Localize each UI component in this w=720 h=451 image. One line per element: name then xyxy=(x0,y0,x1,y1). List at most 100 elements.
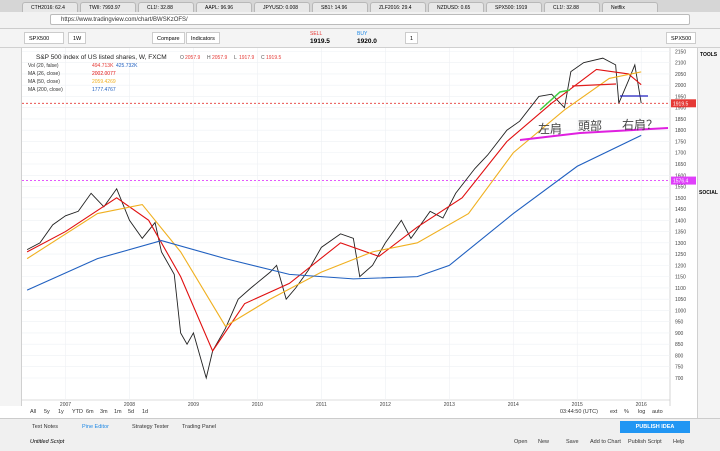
bottom-panel xyxy=(0,418,720,451)
y-tick-label: 1850 xyxy=(675,117,686,123)
ohlc-key: L xyxy=(234,55,237,61)
quantity[interactable]: 1 xyxy=(405,32,419,44)
symbol[interactable]: SPX500 xyxy=(24,32,64,44)
y-tick-label: 1600 xyxy=(675,173,686,179)
range-button[interactable]: All xyxy=(30,409,37,415)
ohlc-value: 1917.9 xyxy=(239,55,255,61)
script-action[interactable]: Help xyxy=(673,439,685,445)
y-tick-label: 1950 xyxy=(675,94,686,100)
ohlc-key: H xyxy=(207,55,211,61)
legend-value: 2059.4269 xyxy=(92,79,116,85)
buy-label[interactable]: BUY xyxy=(357,31,368,37)
y-tick-label: 900 xyxy=(675,331,684,337)
panel-tab[interactable]: Trading Panel xyxy=(182,424,217,430)
range-button[interactable]: 5y xyxy=(44,409,50,415)
browser-tab[interactable]: ZLF2016: 29.4 xyxy=(370,2,426,12)
x-tick-label: 2011 xyxy=(316,402,327,408)
range-button[interactable]: 1y xyxy=(58,409,64,415)
indicators[interactable]: Indicators xyxy=(186,32,220,44)
range-button[interactable]: 1d xyxy=(142,409,149,415)
axis-option[interactable]: auto xyxy=(652,409,663,415)
clock: 03:44:50 (UTC) xyxy=(560,409,598,415)
y-tick-label: 1800 xyxy=(675,128,686,134)
script-action[interactable]: Publish Script xyxy=(628,439,662,445)
y-tick-label: 1350 xyxy=(675,230,686,236)
axis-option[interactable]: log xyxy=(638,409,646,415)
x-tick-label: 2013 xyxy=(444,402,455,408)
y-tick-label: 1150 xyxy=(675,275,686,281)
script-action[interactable]: New xyxy=(538,439,550,445)
axis-option[interactable]: % xyxy=(624,409,629,415)
y-tick-label: 1550 xyxy=(675,185,686,191)
y-tick-label: 1700 xyxy=(675,151,686,157)
range-button[interactable]: 3m xyxy=(100,409,108,415)
x-tick-label: 2009 xyxy=(188,402,199,408)
script-action[interactable]: Open xyxy=(514,439,528,445)
range-button[interactable]: 1m xyxy=(114,409,122,415)
sell-price[interactable]: 1919.5 xyxy=(310,38,330,45)
y-tick-label: 1200 xyxy=(675,263,686,269)
axis-option[interactable]: ext xyxy=(610,409,618,415)
script-action[interactable]: Add to Chart xyxy=(590,439,621,445)
legend-value: 425.732K xyxy=(116,63,138,69)
script-action[interactable]: Save xyxy=(566,439,579,445)
x-tick-label: 2014 xyxy=(508,402,519,408)
right-sidebar xyxy=(697,48,720,420)
browser-tab[interactable]: Netflix xyxy=(602,2,658,12)
price-line-series xyxy=(26,57,642,380)
browser-tab[interactable]: CTH2016: 62.4 xyxy=(22,2,78,12)
url[interactable]: https://www.tradingview.com/chart/BWSKzO… xyxy=(50,14,690,25)
range-button[interactable]: 6m xyxy=(86,409,94,415)
range-button[interactable]: YTD xyxy=(72,409,83,415)
buy-price[interactable]: 1920.0 xyxy=(357,38,377,45)
ohlc-key: C xyxy=(261,55,265,61)
legend-value: 494.713K xyxy=(92,63,114,69)
y-tick-label: 2050 xyxy=(675,72,686,78)
browser-tab[interactable]: TWII: 7993.97 xyxy=(80,2,136,12)
interval[interactable]: 1W xyxy=(68,32,87,44)
neckline xyxy=(519,127,669,141)
y-tick-label: 1450 xyxy=(675,207,686,213)
ohlc-value: 2057.9 xyxy=(185,55,201,61)
drawing-tools xyxy=(0,48,22,406)
price-tag-label: 1919.5 xyxy=(673,101,689,107)
browser-tab[interactable]: CL1!: 32.88 xyxy=(138,2,194,12)
annotation: 頭部 xyxy=(578,118,602,133)
social-label: SOCIAL xyxy=(699,190,718,196)
y-tick-label: 2150 xyxy=(675,49,686,55)
price-tag xyxy=(671,99,696,108)
chart-title: S&P 500 index of US listed shares, W, FX… xyxy=(36,54,167,61)
price-tag-label: 1576.4 xyxy=(673,179,689,185)
panel-tab[interactable]: Pine Editor xyxy=(82,424,109,430)
panel-tab[interactable]: Strategy Tester xyxy=(132,424,169,430)
ohlc-key: O xyxy=(180,55,184,61)
browser-tab[interactable]: SB1!: 14.96 xyxy=(312,2,368,12)
browser-tab[interactable]: NZDUSD: 0.65 xyxy=(428,2,484,12)
y-tick-label: 1300 xyxy=(675,241,686,247)
legend-name: MA (26, close) xyxy=(28,71,60,77)
y-tick-label: 1000 xyxy=(675,308,686,314)
legend-name: MA (200, close) xyxy=(28,87,63,93)
y-tick-label: 950 xyxy=(675,320,684,326)
x-tick-label: 2010 xyxy=(252,402,263,408)
ohlc-value: 1919.5 xyxy=(266,55,282,61)
browser-tab[interactable]: CL1!: 32.88 xyxy=(544,2,600,12)
browser-tab[interactable]: AAPL: 96.96 xyxy=(196,2,252,12)
browser-tab[interactable]: JPYUSD: 0.008 xyxy=(254,2,310,12)
annotation: 左肩 xyxy=(538,121,562,136)
symbol-right[interactable]: SPX500 xyxy=(666,32,697,44)
y-tick-label: 1500 xyxy=(675,196,686,202)
y-tick-label: 750 xyxy=(675,365,684,371)
legend-name: Vol (20, false) xyxy=(28,63,59,69)
publish-button[interactable]: PUBLISH IDEA xyxy=(620,421,690,433)
y-tick-label: 2000 xyxy=(675,83,686,89)
price-tag xyxy=(671,176,696,185)
chart-bg xyxy=(22,48,697,418)
compare[interactable]: Compare xyxy=(152,32,185,44)
browser-tab[interactable]: SPX500: 1919 xyxy=(486,2,542,12)
sell-label[interactable]: SELL xyxy=(310,31,323,37)
x-tick-label: 2008 xyxy=(124,402,135,408)
panel-tab[interactable]: Text Notes xyxy=(32,424,58,430)
range-button[interactable]: 5d xyxy=(128,409,135,415)
